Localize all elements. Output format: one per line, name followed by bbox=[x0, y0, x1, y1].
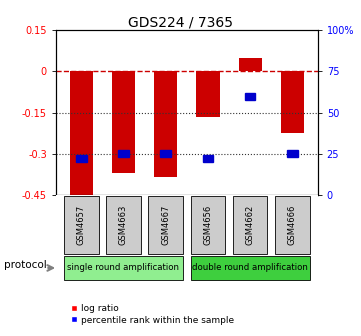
Bar bbox=[76, 155, 87, 162]
Bar bbox=[239, 58, 262, 72]
Text: protocol: protocol bbox=[4, 260, 46, 269]
FancyBboxPatch shape bbox=[64, 256, 183, 280]
Text: GSM4662: GSM4662 bbox=[245, 205, 255, 245]
Bar bbox=[196, 72, 219, 117]
Text: GSM4666: GSM4666 bbox=[288, 205, 297, 245]
Bar bbox=[203, 155, 213, 162]
FancyBboxPatch shape bbox=[233, 196, 268, 254]
Text: single round amplification: single round amplification bbox=[68, 263, 179, 272]
FancyBboxPatch shape bbox=[191, 196, 225, 254]
Text: GSM4663: GSM4663 bbox=[119, 205, 128, 245]
Bar bbox=[154, 72, 177, 177]
FancyBboxPatch shape bbox=[275, 196, 310, 254]
Bar bbox=[281, 72, 304, 133]
Text: GDS224 / 7365: GDS224 / 7365 bbox=[128, 15, 233, 29]
FancyBboxPatch shape bbox=[148, 196, 183, 254]
Text: GSM4656: GSM4656 bbox=[204, 205, 212, 245]
Legend: log ratio, percentile rank within the sample: log ratio, percentile rank within the sa… bbox=[68, 300, 238, 328]
Text: double round amplification: double round amplification bbox=[192, 263, 308, 272]
Bar bbox=[160, 150, 171, 157]
FancyBboxPatch shape bbox=[191, 256, 310, 280]
Bar bbox=[245, 93, 256, 99]
Bar bbox=[70, 72, 93, 197]
Bar bbox=[112, 72, 135, 173]
FancyBboxPatch shape bbox=[106, 196, 141, 254]
Bar bbox=[287, 150, 297, 157]
Text: GSM4657: GSM4657 bbox=[77, 205, 86, 245]
Text: GSM4667: GSM4667 bbox=[161, 205, 170, 245]
FancyBboxPatch shape bbox=[64, 196, 99, 254]
Bar bbox=[118, 150, 129, 157]
